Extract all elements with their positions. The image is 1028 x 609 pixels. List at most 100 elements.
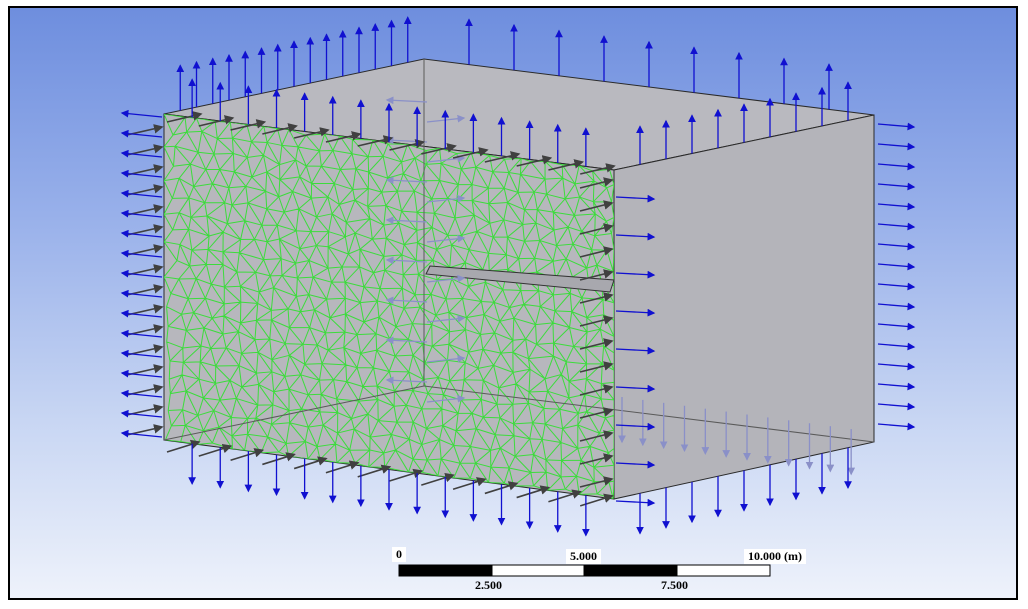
arrow-normal-icon: [293, 456, 328, 470]
arrow-normal-icon: [120, 429, 163, 438]
arrow-normal-icon: [120, 209, 163, 218]
arrow-normal-icon: [426, 314, 466, 323]
scale-label-0: 0: [392, 547, 406, 562]
arrow-normal-icon: [426, 274, 466, 283]
arrow-normal-icon: [198, 443, 233, 457]
arrow-normal-icon: [385, 176, 428, 185]
arrow-normal-icon: [615, 422, 656, 431]
arrow-normal-icon: [877, 402, 916, 411]
arrow-normal-icon: [877, 242, 916, 251]
scale-label-7500: 7.500: [661, 578, 688, 592]
arrow-normal-icon: [198, 115, 235, 127]
arrow-normal-icon: [877, 282, 916, 291]
arrow-normal-icon: [293, 127, 330, 139]
arrow-normal-icon: [385, 256, 428, 265]
arrow-normal-icon: [120, 409, 163, 418]
arrow-normal-icon: [120, 269, 163, 278]
arrow-normal-icon: [579, 292, 614, 304]
arrow-normal-icon: [230, 448, 265, 462]
arrow-normal-icon: [877, 382, 916, 391]
arrow-normal-icon: [877, 322, 916, 331]
arrow-normal-icon: [325, 460, 360, 474]
arrow-normal-icon: [166, 439, 201, 453]
arrow-normal-icon: [120, 189, 163, 198]
arrow-normal-icon: [579, 177, 614, 189]
arrow-normal-icon: [579, 453, 614, 465]
arrow-normal-icon: [580, 163, 616, 175]
arrow-normal-icon: [426, 354, 466, 363]
arrow-normal-icon: [262, 452, 296, 466]
mesh-icon: [164, 114, 614, 499]
boundary-arrows: [120, 16, 916, 537]
arrow-normal-icon: [426, 394, 466, 403]
arrow-normal-icon: [877, 222, 916, 231]
arrow-normal-icon: [615, 232, 656, 241]
arrow-normal-icon: [615, 384, 656, 393]
arrow-normal-icon: [615, 270, 656, 279]
arrow-normal-icon: [120, 129, 163, 138]
arrow-normal-icon: [579, 384, 614, 396]
arrow-normal-icon: [120, 309, 163, 318]
arrow-normal-icon: [579, 269, 614, 281]
arrow-normal-icon: [385, 376, 428, 385]
arrow-normal-icon: [262, 123, 298, 135]
arrow-normal-icon: [389, 139, 426, 151]
arrow-normal-icon: [579, 476, 614, 488]
arrow-normal-icon: [357, 464, 392, 478]
geometry-scene[interactable]: [8, 6, 1018, 600]
arrow-normal-icon: [615, 308, 656, 317]
arrow-normal-icon: [516, 485, 551, 499]
arrow-normal-icon: [615, 498, 656, 507]
arrow-normal-icon: [877, 162, 916, 171]
mesh: [164, 114, 614, 499]
arrow-normal-icon: [877, 422, 916, 431]
arrow-normal-icon: [579, 246, 614, 258]
arrow-normal-icon: [548, 159, 584, 171]
arrow-normal-icon: [579, 493, 614, 507]
arrow-normal-icon: [166, 111, 203, 123]
arrow-normal-icon: [877, 122, 916, 131]
arrow-normal-icon: [120, 249, 163, 258]
graphics-viewport[interactable]: 0 5.000 10.000 (m) 2.500 7.500: [8, 6, 1018, 600]
arrow-normal-icon: [579, 430, 614, 442]
arrow-normal-icon: [120, 369, 163, 378]
arrow-normal-icon: [615, 460, 656, 469]
arrow-normal-icon: [579, 315, 614, 327]
arrow-normal-icon: [579, 223, 614, 235]
arrow-normal-icon: [120, 289, 163, 298]
arrow-normal-icon: [385, 96, 428, 105]
arrow-normal-icon: [877, 302, 916, 311]
arrow-normal-icon: [120, 149, 163, 158]
arrow-normal-icon: [877, 262, 916, 271]
arrow-normal-icon: [615, 194, 656, 203]
arrow-normal-icon: [120, 109, 163, 118]
arrow-normal-icon: [877, 182, 916, 191]
arrow-normal-icon: [389, 468, 424, 482]
arrow-normal-icon: [452, 477, 487, 491]
arrow-normal-icon: [426, 194, 466, 203]
scale-label-5000: 5.000: [566, 549, 601, 564]
plate-feature: [425, 265, 615, 293]
arrow-normal-icon: [120, 329, 163, 338]
arrow-normal-icon: [452, 147, 489, 159]
arrow-normal-icon: [385, 296, 428, 305]
arrow-normal-icon: [230, 119, 267, 131]
arrow-normal-icon: [548, 489, 582, 503]
arrow-normal-icon: [579, 338, 614, 350]
arrow-normal-icon: [579, 361, 614, 373]
arrow-normal-icon: [615, 346, 656, 355]
arrow-normal-icon: [120, 349, 163, 358]
arrow-normal-icon: [426, 154, 466, 163]
arrow-normal-icon: [385, 336, 428, 345]
arrow-normal-icon: [421, 472, 455, 486]
arrow-normal-icon: [120, 229, 163, 238]
arrow-normal-icon: [877, 342, 916, 351]
arrow-normal-icon: [877, 362, 916, 371]
arrow-normal-icon: [516, 155, 553, 167]
arrow-normal-icon: [120, 389, 163, 398]
arrow-normal-icon: [877, 202, 916, 211]
arrow-normal-icon: [325, 131, 362, 143]
arrow-normal-icon: [120, 169, 163, 178]
arrow-normal-icon: [579, 407, 614, 419]
scale-label-2500: 2.500: [475, 578, 502, 592]
